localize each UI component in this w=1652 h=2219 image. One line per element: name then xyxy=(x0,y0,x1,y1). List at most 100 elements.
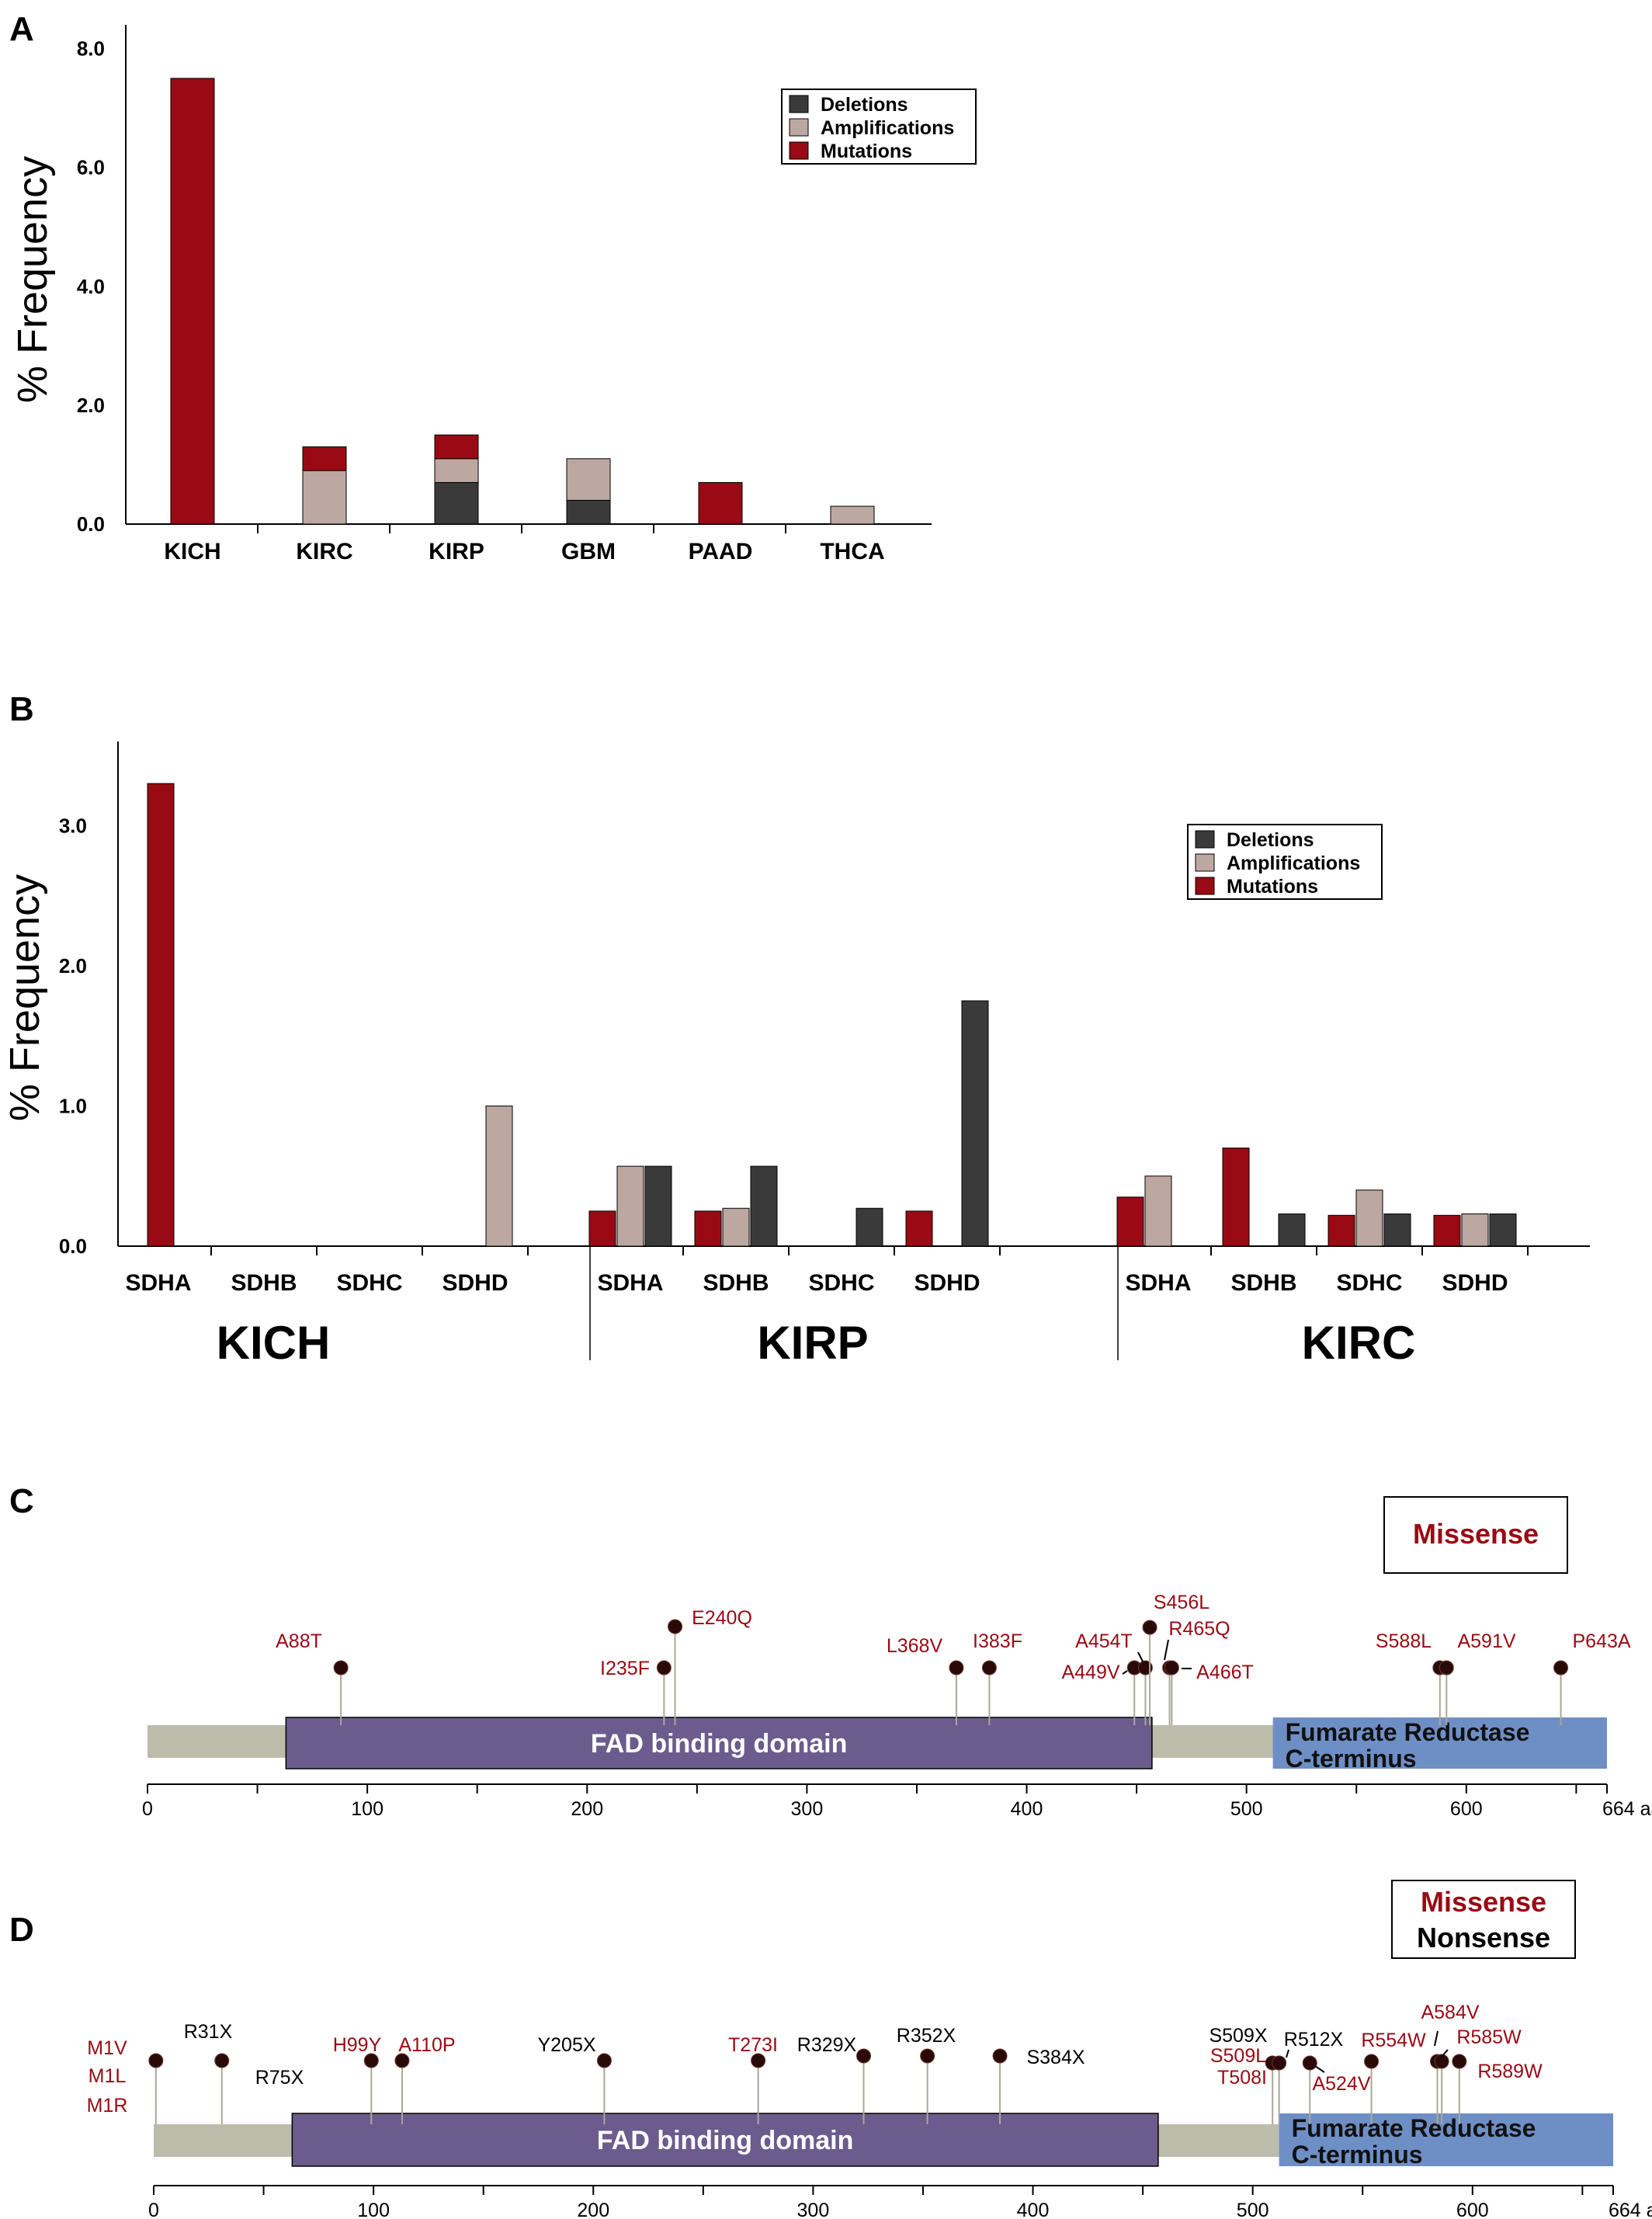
position-tick-label: 400 xyxy=(1011,1798,1043,1820)
label-leader xyxy=(1314,2065,1325,2073)
legend-label-amplifications: Amplifications xyxy=(821,117,954,139)
mutation-label-a584v: A584V xyxy=(1421,2002,1479,2023)
bar-mutations-kirp xyxy=(434,434,479,460)
bar-mutations-kirc xyxy=(302,446,347,471)
mutation-label-s456l: S456L xyxy=(1154,1592,1210,1613)
domain-fumarate-reductase xyxy=(1272,1717,1607,1769)
domain-label-fumarate-line1: Fumarate Reductase xyxy=(1286,1718,1530,1746)
x-category-label: KIRP xyxy=(429,539,484,564)
bar-amplifications-kirp xyxy=(434,458,479,483)
chart-c-lollipop-missense: FAD binding domain Fumarate ReductaseC-te… xyxy=(142,1496,1652,1820)
lollipop-head-a524v xyxy=(1302,2055,1317,2071)
domain-fumarate-reductase xyxy=(1279,2113,1613,2166)
bar-amplifications-kirc-sdhc xyxy=(1355,1189,1383,1247)
legend-label-mutations: Mutations xyxy=(821,141,912,162)
gene-label-kirp-sdha: SDHA xyxy=(597,1270,663,1296)
lollipop-head-h99y xyxy=(363,2053,379,2068)
bar-amplifications-kirc-sdhd xyxy=(1461,1213,1489,1247)
panel-letter-c: C xyxy=(9,1482,34,1520)
legend-swatch-mutations xyxy=(789,141,809,160)
lollipop-head-a466t xyxy=(1164,1660,1179,1676)
lollipop-head-l368v xyxy=(949,1660,964,1676)
label-leader xyxy=(1440,2049,1449,2058)
label-leader xyxy=(1286,2049,1289,2058)
domain-label-fumarate-line2: C-terminus xyxy=(1286,1745,1417,1773)
position-tick-label: 300 xyxy=(797,2200,830,2219)
y-tick-label: 0.0 xyxy=(59,1235,87,1258)
position-tick-label: 200 xyxy=(577,2200,609,2219)
mutation-label-h99y: H99Y xyxy=(333,2034,382,2056)
key-missense: Missense xyxy=(1413,1518,1539,1550)
chart-a-stacked-bars: 0.0 2.0 4.0 6.0 8.0 KICH KIRC KIRP GBM PAAD THCA % … xyxy=(9,25,977,564)
mutation-label-a449v: A449V xyxy=(1061,1662,1119,1683)
lollipop-head-i383f xyxy=(981,1660,997,1676)
bar-mutations-kirc-sdha xyxy=(1116,1196,1144,1247)
bar-mutations-paad xyxy=(698,481,743,525)
mutation-label-s588l: S588L xyxy=(1376,1630,1432,1652)
mutation-label-y205x: Y205X xyxy=(537,2034,595,2056)
label-leader xyxy=(1137,1651,1144,1662)
gene-label-kirp-sdhd: SDHD xyxy=(914,1270,980,1296)
lollipop-head-r352x xyxy=(920,2048,935,2064)
position-tick-label: 0 xyxy=(148,2200,159,2219)
key-missense: Missense xyxy=(1421,1886,1546,1918)
key-box xyxy=(1383,1496,1568,1574)
bar-mutations-kirp-sdhd xyxy=(905,1210,933,1247)
mutation-label-a110p: A110P xyxy=(398,2034,455,2056)
bar-mutations-kirc-sdhd xyxy=(1433,1214,1461,1247)
legend-box xyxy=(781,89,977,165)
legend-swatch-amplifications xyxy=(1195,853,1215,872)
y-axis-label: % Frequency xyxy=(2,874,48,1121)
lollipop-head-a88t xyxy=(333,1660,349,1676)
lollipop-head-m1v xyxy=(148,2053,164,2068)
key-box xyxy=(1391,1880,1576,1959)
position-tick-label: 664 aa xyxy=(1602,1798,1652,1820)
mutation-label-i235f: I235F xyxy=(600,1658,650,1679)
mutation-label-r465q: R465Q xyxy=(1168,1618,1230,1640)
lollipop-head-y205x xyxy=(596,2053,612,2068)
mutation-label-p643a: P643A xyxy=(1572,1630,1630,1652)
key-nonsense: Nonsense xyxy=(1417,1922,1550,1953)
panel-letter-b: B xyxy=(9,690,34,728)
bar-deletions-kirp-sdhd xyxy=(961,1000,989,1247)
mutation-label-r589w: R589W xyxy=(1477,2061,1543,2082)
mutation-label-m1v: M1V xyxy=(87,2037,127,2059)
y-tick-label: 2.0 xyxy=(59,954,87,978)
bar-amplifications-kirc xyxy=(302,470,347,525)
gene-label-kirp-sdhc: SDHC xyxy=(808,1270,874,1296)
lollipop-head-r554w xyxy=(1364,2054,1380,2069)
bar-amplifications-kich-sdhd xyxy=(485,1105,513,1247)
domain-label-fumarate-line2: C-terminus xyxy=(1292,2141,1423,2169)
panel-letter-d: D xyxy=(9,1911,34,1949)
panel-letter-a: A xyxy=(9,10,34,48)
x-category-label: KICH xyxy=(164,539,220,564)
mutation-label-m1r: M1R xyxy=(87,2095,128,2117)
y-tick-label: 4.0 xyxy=(77,275,105,298)
mutation-label-i383f: I383F xyxy=(973,1630,1022,1652)
mutation-label-r329x: R329X xyxy=(797,2034,857,2056)
label-leader xyxy=(1434,2030,1439,2047)
chart-d-lollipop-missense-nonsense: FAD binding domain Fumarate ReductaseC-te… xyxy=(87,1880,1652,2219)
position-tick-label: 200 xyxy=(571,1798,603,1820)
gene-label-kich-sdhc: SDHC xyxy=(336,1270,402,1296)
group-label-kirp: KIRP xyxy=(757,1317,868,1369)
x-category-label: THCA xyxy=(820,539,884,564)
position-tick-label: 100 xyxy=(357,2200,390,2219)
legend-swatch-mutations xyxy=(1195,877,1215,895)
bar-deletions-gbm xyxy=(566,499,611,525)
bar-mutations-kirc-sdhb xyxy=(1222,1148,1250,1247)
position-tick-label: 500 xyxy=(1237,2200,1269,2219)
bar-mutations-kirp-sdha xyxy=(588,1210,616,1247)
x-category-label: GBM xyxy=(561,539,616,564)
gene-label-kirc-sdha: SDHA xyxy=(1125,1270,1191,1296)
x-category-label: KIRC xyxy=(296,539,352,564)
gene-label-kirc-sdhb: SDHB xyxy=(1230,1270,1296,1296)
domain-label-fad: FAD binding domain xyxy=(597,2126,854,2155)
bar-deletions-kirc-sdhd xyxy=(1489,1213,1517,1247)
mutation-label-r31x: R31X xyxy=(184,2021,233,2043)
gene-label-kich-sdha: SDHA xyxy=(125,1270,191,1296)
y-tick-label: 1.0 xyxy=(59,1094,87,1117)
lollipop-head-t273i xyxy=(751,2053,766,2068)
mutation-label-r75x: R75X xyxy=(255,2067,304,2089)
y-tick-label: 2.0 xyxy=(77,394,105,417)
